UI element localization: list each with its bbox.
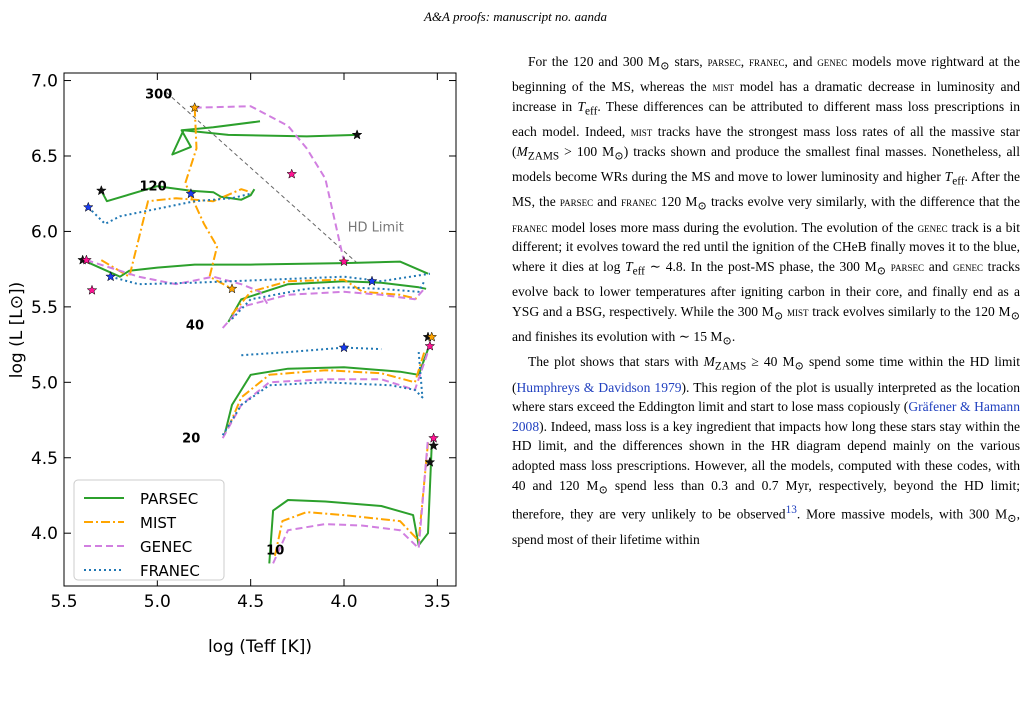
track-genec-20 [221, 345, 431, 439]
track-franec-20 [221, 352, 424, 436]
end-star-mist [426, 331, 438, 342]
end-star-genec [338, 255, 350, 267]
legend-box [73, 479, 225, 581]
x-tick-label: 5.5 [50, 592, 77, 612]
track-parsec-40 [227, 280, 427, 323]
end-star-genec [428, 432, 440, 443]
end-star-genec [424, 340, 436, 351]
plot-frame [63, 72, 457, 587]
end-star-franec [82, 201, 94, 212]
end-star-parsec [95, 184, 107, 196]
track-franec-20-post [241, 346, 382, 357]
track-genec-40 [221, 288, 426, 329]
paragraph-2: The plot shows that stars with MZAMS ≥ 4… [512, 354, 1021, 547]
mass-label: 120 [140, 180, 167, 195]
end-star-parsec [424, 456, 436, 467]
y-tick-label: 6.0 [31, 222, 58, 242]
citation-link[interactable]: Gräfener & Hamann 2008 [512, 399, 1020, 434]
mass-label: 300 [145, 88, 172, 103]
legend-label-parsec: PARSEC [140, 490, 198, 508]
legend-label-franec: FRANEC [140, 562, 200, 580]
mass-label: 10 [266, 543, 284, 558]
track-genec-10 [272, 438, 429, 564]
track-genec-120 [86, 259, 271, 308]
body-text: For the 120 and 300 M⊙ stars, parsec, fr… [512, 52, 1020, 549]
end-star-franec [185, 187, 197, 199]
track-franec-120-post [110, 272, 431, 286]
mass-label: 20 [182, 432, 200, 447]
end-star-franec [338, 341, 350, 353]
evolution-tracks [82, 105, 433, 564]
y-tick-label: 4.5 [31, 449, 58, 469]
end-star-franec [366, 275, 378, 286]
end-star-mist [189, 101, 201, 113]
track-parsec-120 [100, 185, 256, 203]
track-parsec-20 [223, 348, 429, 436]
end-star-franec [105, 270, 117, 282]
end-star-genec [80, 254, 92, 265]
y-tick-label: 5.0 [31, 373, 58, 393]
hr-diagram-figure: 5.5 5.0 4.5 4.0 3.5 7.0 6.5 6.0 5.5 5.0 4.5 4.0 HD … [0, 40, 490, 680]
x-tick-label: 5.0 [144, 592, 171, 612]
paragraph-1: For the 120 and 300 M⊙ stars, parsec, fr… [512, 54, 1021, 348]
hd-limit: HD Limit [166, 92, 404, 265]
axis-ticks: 5.5 5.0 4.5 4.0 3.5 7.0 6.5 6.0 5.5 5.0 4.5 4.0 [31, 72, 456, 612]
x-axis-label: log (Teff [K]) [208, 637, 312, 657]
track-parsec-10 [268, 445, 433, 564]
y-tick-label: 7.0 [31, 72, 58, 92]
hr-diagram-svg: 5.5 5.0 4.5 4.0 3.5 7.0 6.5 6.0 5.5 5.0 4.5 4.0 HD … [7, 72, 457, 657]
running-header: A&A proofs: manuscript no. aanda [423, 9, 608, 24]
y-tick-label: 4.0 [31, 524, 58, 544]
track-franec-40 [231, 280, 426, 320]
x-tick-label: 4.5 [237, 592, 264, 612]
track-mist-120 [100, 188, 252, 278]
hd-limit-label: HD Limit [348, 220, 404, 235]
x-tick-label: 4.0 [330, 592, 357, 612]
end-stars [77, 101, 440, 467]
end-star-parsec [351, 129, 363, 140]
track-parsec-300 [171, 120, 358, 156]
track-mist-300 [184, 107, 233, 290]
track-genec-300 [194, 105, 345, 262]
end-star-mist [226, 283, 238, 294]
legend-label-mist: MIST [140, 514, 177, 532]
hd-limit-line [166, 92, 360, 265]
end-star-genec [286, 168, 298, 179]
footnote-link[interactable]: 13 [785, 503, 797, 516]
track-mist-20 [227, 351, 426, 428]
end-star-genec [86, 284, 98, 295]
y-tick-label: 6.5 [31, 147, 58, 167]
y-axis-label: log (L [L⊙]) [7, 282, 27, 378]
end-star-parsec [428, 439, 440, 451]
mass-labels: 300 120 40 20 10 [140, 88, 285, 559]
legend: PARSEC MIST GENEC FRANEC [73, 479, 225, 581]
legend-label-genec: GENEC [140, 538, 192, 556]
track-mist-10 [273, 442, 429, 557]
y-tick-label: 5.5 [31, 298, 58, 318]
mass-label: 40 [186, 319, 204, 334]
x-tick-label: 3.5 [424, 592, 451, 612]
citation-link[interactable]: Humphreys & Davidson 1979 [516, 379, 682, 395]
track-parsec-120-post [82, 259, 429, 278]
track-mist-40 [231, 278, 419, 316]
